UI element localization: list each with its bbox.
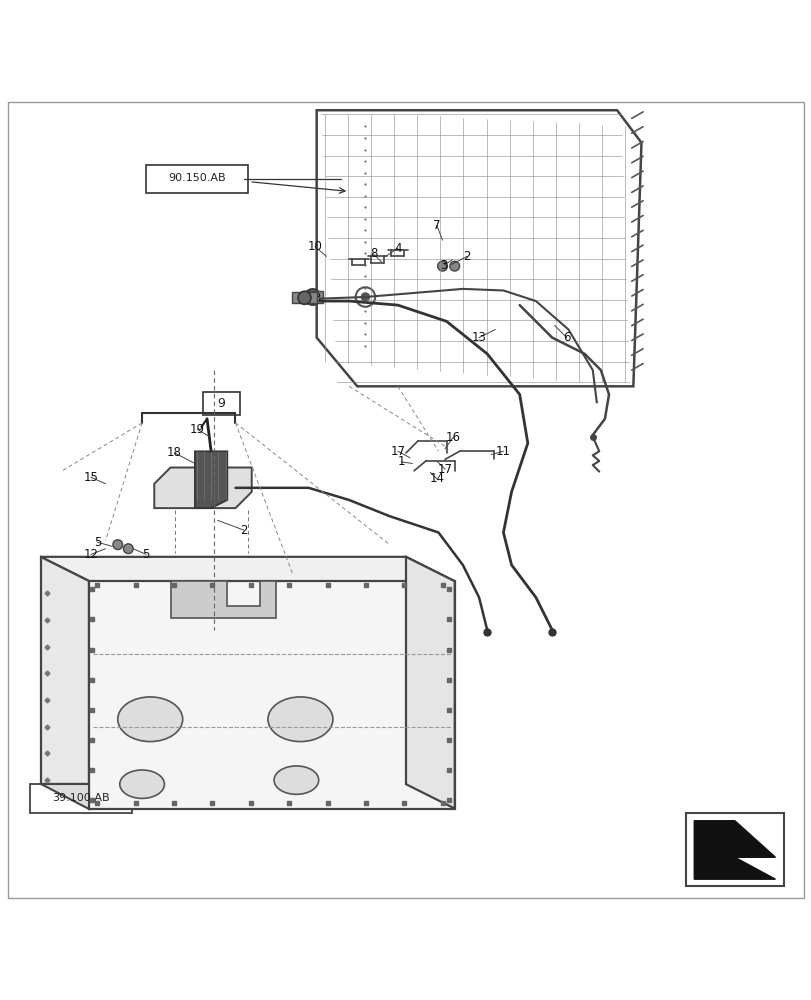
FancyBboxPatch shape	[146, 165, 247, 193]
Circle shape	[449, 261, 459, 271]
Circle shape	[123, 544, 133, 554]
Text: 7: 7	[432, 219, 440, 232]
Text: 16: 16	[445, 431, 460, 444]
Polygon shape	[41, 557, 89, 784]
Text: 3: 3	[312, 292, 320, 305]
Text: 12: 12	[84, 548, 98, 561]
Text: 4: 4	[393, 242, 401, 255]
Ellipse shape	[118, 697, 182, 742]
Text: 13: 13	[471, 331, 486, 344]
Text: 10: 10	[307, 240, 322, 253]
Circle shape	[361, 293, 369, 301]
Polygon shape	[693, 821, 775, 879]
Bar	[292, 292, 316, 303]
Ellipse shape	[119, 770, 164, 798]
FancyBboxPatch shape	[203, 392, 240, 415]
Text: 15: 15	[84, 471, 98, 484]
Text: 2: 2	[462, 250, 470, 263]
Text: 17: 17	[390, 445, 405, 458]
Text: 11: 11	[496, 445, 510, 458]
Text: 90.150.AB: 90.150.AB	[169, 173, 225, 183]
Polygon shape	[195, 451, 227, 508]
Text: 18: 18	[167, 446, 182, 459]
Polygon shape	[406, 557, 454, 809]
Text: 5: 5	[142, 548, 150, 561]
Text: 6: 6	[562, 331, 570, 344]
Text: 39.100.AB: 39.100.AB	[53, 793, 109, 803]
Text: 2: 2	[239, 524, 247, 537]
Text: 1: 1	[397, 455, 405, 468]
Text: 19: 19	[190, 423, 204, 436]
Polygon shape	[154, 468, 251, 508]
Circle shape	[304, 289, 320, 305]
Polygon shape	[41, 784, 89, 809]
FancyBboxPatch shape	[30, 784, 131, 813]
Circle shape	[113, 540, 122, 550]
Text: 8: 8	[369, 247, 377, 260]
Bar	[685, 813, 783, 886]
Text: 14: 14	[429, 472, 444, 485]
Bar	[303, 291, 323, 303]
Text: 5: 5	[93, 536, 101, 549]
Polygon shape	[170, 581, 276, 618]
Circle shape	[437, 261, 447, 271]
Text: 3: 3	[440, 259, 448, 272]
Text: 9: 9	[217, 397, 225, 410]
Ellipse shape	[273, 766, 318, 794]
Ellipse shape	[268, 697, 333, 742]
Text: 17: 17	[437, 463, 452, 476]
Polygon shape	[89, 581, 454, 809]
Circle shape	[298, 291, 311, 304]
Polygon shape	[41, 557, 454, 581]
